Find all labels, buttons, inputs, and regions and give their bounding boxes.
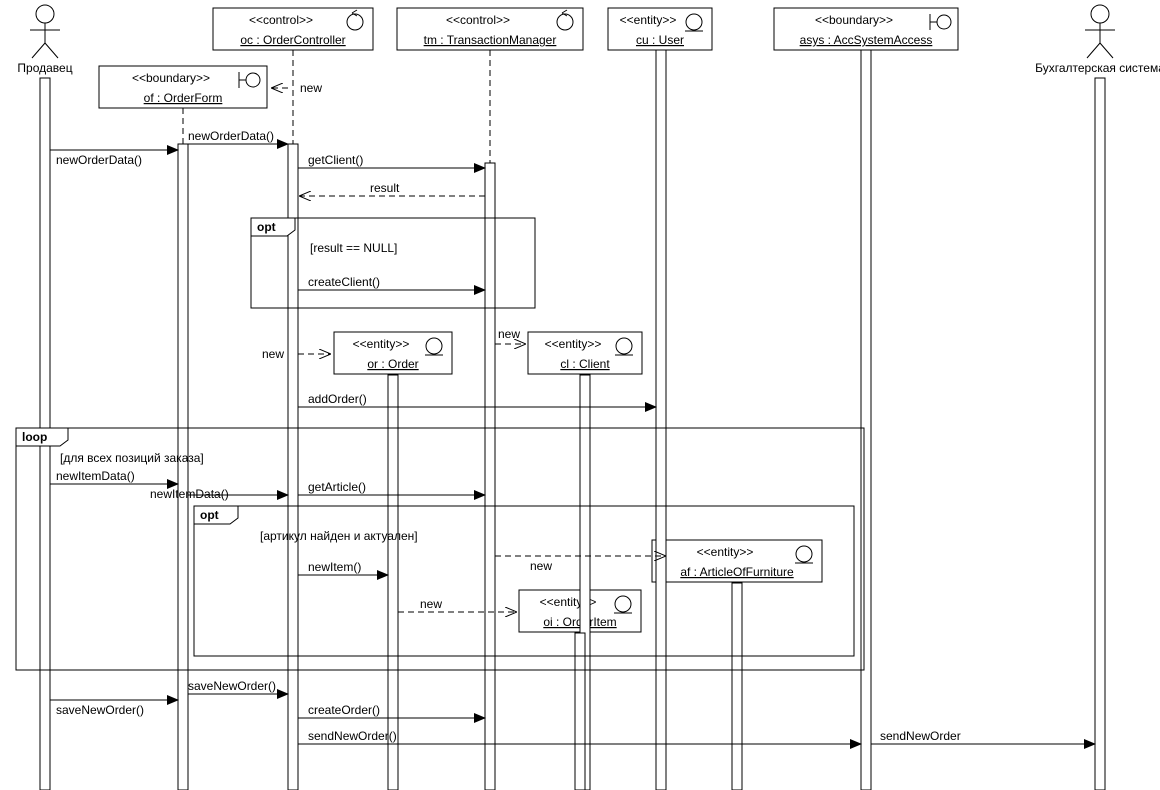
participant-or: <<entity>> or : Order [334, 332, 452, 374]
msg-new-oi: new [420, 597, 442, 611]
svg-text:<<entity>>: <<entity>> [697, 545, 754, 559]
msg-saveneworder-1: saveNewOrder() [56, 703, 144, 717]
participant-of: <<boundary>> of : OrderForm [99, 66, 267, 108]
svg-text:cu : User: cu : User [636, 33, 684, 47]
msg-sendneworder-r: sendNewOrder [880, 729, 961, 743]
svg-text:<<entity>>: <<entity>> [620, 13, 677, 27]
msg-newitemdata-1: newItemData() [56, 469, 135, 483]
svg-text:oc : OrderController: oc : OrderController [240, 33, 345, 47]
svg-text:or : Order: or : Order [367, 357, 418, 371]
svg-text:<<entity>>: <<entity>> [545, 337, 602, 351]
svg-text:tm : TransactionManager: tm : TransactionManager [424, 33, 557, 47]
msg-newitemdata-2: newItemData() [150, 487, 229, 501]
participant-asys: <<boundary>> asys : AccSystemAccess [774, 8, 958, 50]
msg-createclient: createClient() [308, 275, 380, 289]
msg-result: result [370, 181, 400, 195]
svg-text:[для всех позиций заказа]: [для всех позиций заказа] [60, 451, 204, 465]
svg-text:<<boundary>>: <<boundary>> [815, 13, 893, 27]
msg-addorder: addOrder() [308, 392, 367, 406]
actor-seller-label: Продавец [17, 61, 72, 75]
participant-cl: <<entity>> cl : Client [528, 332, 642, 374]
msg-getarticle: getArticle() [308, 480, 366, 494]
actor-acc-label: Бухгалтерская система [1035, 61, 1160, 75]
participant-cu: <<entity>> cu : User [608, 8, 712, 50]
msg-neworderdata-1: newOrderData() [56, 153, 142, 167]
svg-text:<<control>>: <<control>> [249, 13, 313, 27]
svg-text:<<entity>>: <<entity>> [353, 337, 410, 351]
msg-getclient: getClient() [308, 153, 363, 167]
msg-new-of: new [300, 81, 322, 95]
msg-saveneworder-2: saveNewOrder() [188, 679, 276, 693]
svg-text:<<boundary>>: <<boundary>> [132, 71, 210, 85]
msg-sendneworder: sendNewOrder() [308, 729, 397, 743]
msg-new-cl: new [498, 327, 520, 341]
svg-text:cl : Client: cl : Client [560, 357, 610, 371]
svg-text:asys : AccSystemAccess: asys : AccSystemAccess [800, 33, 933, 47]
participant-tm: <<control>> tm : TransactionManager [397, 8, 583, 50]
svg-text:loop: loop [22, 430, 47, 444]
svg-text:opt: opt [200, 508, 219, 522]
svg-text:<<control>>: <<control>> [446, 13, 510, 27]
svg-text:af : ArticleOfFurniture: af : ArticleOfFurniture [680, 565, 794, 579]
participant-oc: <<control>> oc : OrderController [213, 8, 373, 50]
msg-new-or: new [262, 347, 284, 361]
msg-neworderdata-2: newOrderData() [188, 129, 274, 143]
svg-text:[артикул найден и актуален]: [артикул найден и актуален] [260, 529, 418, 543]
svg-text:[result == NULL]: [result == NULL] [310, 241, 397, 255]
svg-text:opt: opt [257, 220, 276, 234]
msg-createorder: createOrder() [308, 703, 380, 717]
msg-newitem: newItem() [308, 560, 361, 574]
msg-new-af: new [530, 559, 552, 573]
participant-af: <<entity>> af : ArticleOfFurniture [652, 540, 822, 582]
svg-text:of : OrderForm: of : OrderForm [144, 91, 223, 105]
